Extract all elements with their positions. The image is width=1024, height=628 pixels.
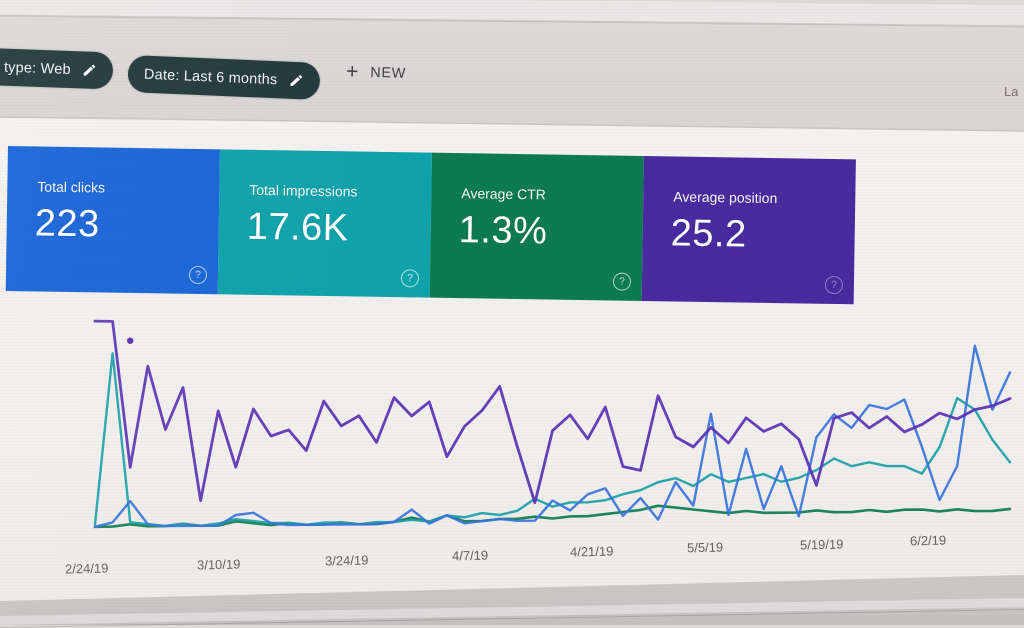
filter-chip-search-type[interactable]: type: Web <box>0 47 114 90</box>
clicks-line <box>93 344 1012 528</box>
edit-pencil-icon[interactable] <box>288 73 304 89</box>
ctr-line <box>93 504 1012 529</box>
edit-pencil-icon[interactable] <box>81 62 97 78</box>
filter-chip-date-range[interactable]: Date: Last 6 months <box>127 55 321 101</box>
header-divider-line <box>0 116 1024 132</box>
position-line <box>93 319 1012 505</box>
position-isolated-point <box>127 337 134 344</box>
impressions-line <box>93 352 1012 528</box>
